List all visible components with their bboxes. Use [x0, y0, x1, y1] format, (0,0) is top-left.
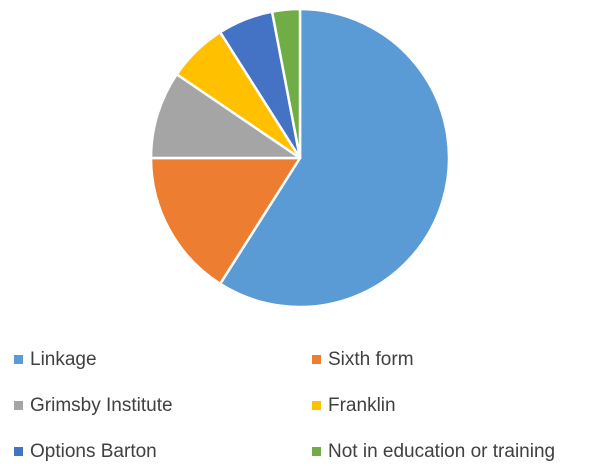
legend-swatch-sixth-form [312, 354, 321, 364]
legend-swatch-options-barton [14, 446, 23, 456]
legend-item-franklin: Franklin [312, 390, 396, 420]
chart-legend: Linkage Sixth form Grimsby Institute Fra… [14, 340, 599, 468]
legend-swatch-grimsby-institute [14, 400, 23, 410]
legend-item-linkage: Linkage [14, 344, 97, 374]
pie-slice-grimsby-institute [149, 73, 302, 160]
legend-label-options-barton: Options Barton [30, 440, 157, 462]
legend-label-not-in-education-or-training: Not in education or training [328, 440, 556, 462]
legend-label-sixth-form: Sixth form [328, 348, 414, 370]
pie-plot-area [149, 7, 451, 309]
pie-slice-sixth-form [149, 156, 302, 286]
legend-item-options-barton: Options Barton [14, 436, 157, 466]
legend-swatch-not-in-education-or-training [312, 446, 321, 456]
legend-item-grimsby-institute: Grimsby Institute [14, 390, 173, 420]
legend-item-sixth-form: Sixth form [312, 344, 414, 374]
legend-swatch-franklin [312, 400, 321, 410]
legend-swatch-linkage [14, 354, 23, 364]
legend-label-linkage: Linkage [30, 348, 97, 370]
pie-slice-not-in-education-or-training [270, 7, 302, 160]
legend-label-franklin: Franklin [328, 394, 396, 416]
pie-slice-linkage [218, 7, 451, 309]
legend-label-grimsby-institute: Grimsby Institute [30, 394, 173, 416]
legend-item-not-in-education-or-training: Not in education or training [312, 436, 555, 466]
